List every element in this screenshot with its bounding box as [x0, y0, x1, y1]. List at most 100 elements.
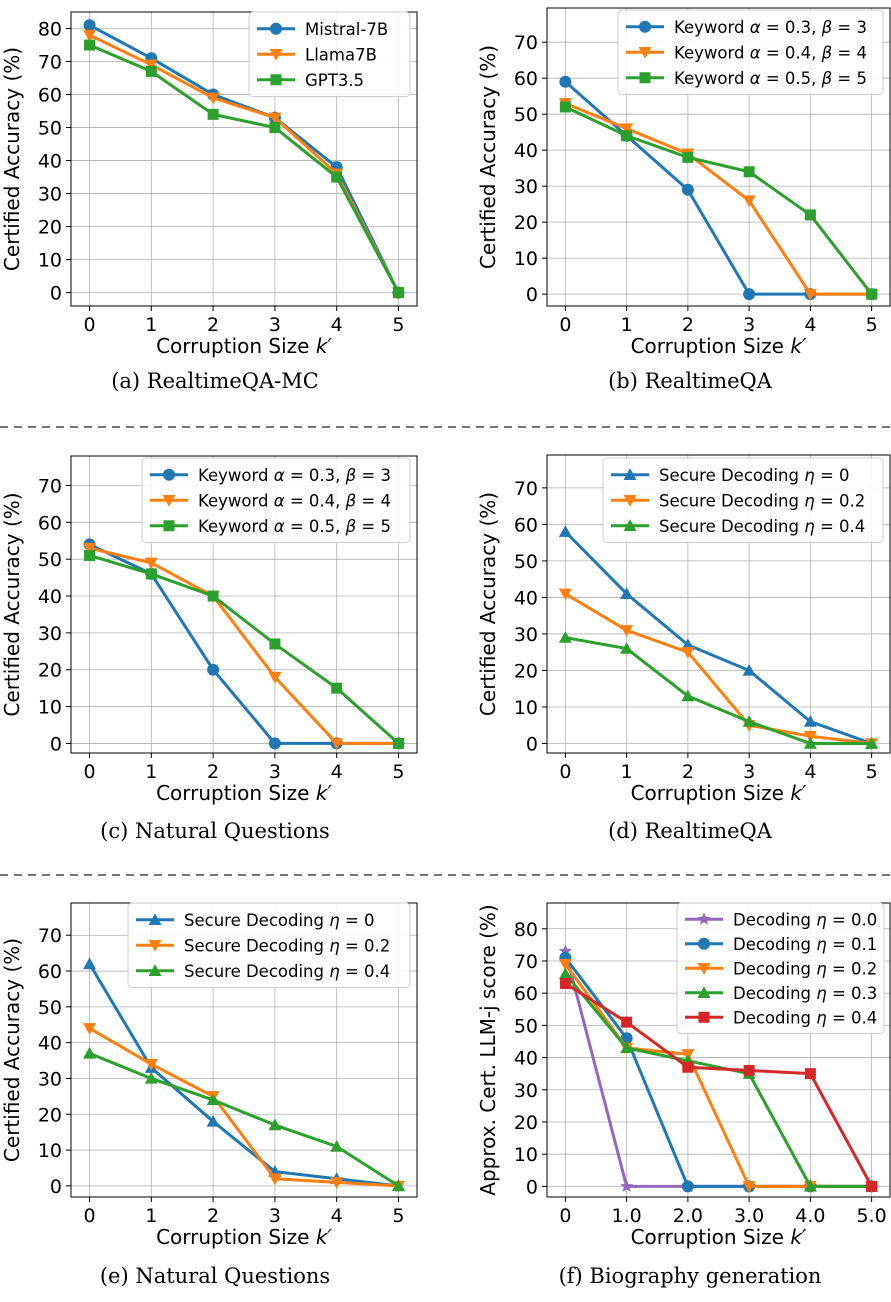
y-tick-label: 30	[514, 1080, 538, 1102]
series-5	[559, 978, 878, 1192]
data-point	[330, 1177, 344, 1189]
series-1	[83, 957, 405, 1192]
data-point	[742, 663, 756, 676]
data-point	[391, 1179, 405, 1192]
y-tick-label: 70	[514, 951, 538, 973]
data-point	[207, 663, 220, 676]
data-point	[84, 39, 96, 51]
data-point	[866, 1180, 878, 1192]
x-tick-label: 5	[866, 761, 878, 783]
legend: Mistral-7B Llama7B GPT3.5	[248, 11, 411, 97]
series-line	[88, 1052, 400, 1188]
x-tick-label: 2	[682, 761, 694, 783]
data-point	[620, 123, 634, 136]
data-point	[559, 101, 571, 113]
x-tick-label: 2	[207, 314, 219, 336]
series-1	[558, 525, 879, 749]
data-point	[207, 108, 219, 120]
data-point	[331, 682, 343, 694]
y-tick-label: 60	[514, 514, 538, 536]
x-tick-label: 2.0	[673, 1205, 703, 1227]
data-point	[268, 737, 281, 750]
data-point	[682, 151, 694, 163]
series-3	[558, 631, 879, 749]
y-tick-label: 60	[38, 512, 62, 534]
y-tick-label: 0	[526, 1176, 538, 1198]
x-tick-label: 3	[269, 1205, 281, 1227]
series-line	[88, 963, 399, 1188]
data-point	[207, 590, 219, 602]
chart-panel-1: 0 10 20 30 40 50 60 70 80 0 1 2 3 4 5 Corruption Size k…	[0, 11, 418, 393]
series-line	[564, 80, 872, 296]
y-tick-label: 70	[38, 52, 62, 74]
data-point	[803, 737, 817, 749]
y-axis-label: Certified Accuracy (%)	[476, 492, 500, 716]
data-point	[865, 737, 879, 749]
legend-marker	[162, 495, 176, 507]
data-point	[206, 92, 220, 105]
plot-frame	[70, 11, 418, 307]
y-tick-label: 70	[514, 478, 538, 500]
legend-label: Mistral-7B	[305, 20, 388, 39]
legend-box	[248, 11, 411, 97]
data-point	[144, 557, 158, 570]
y-axis-label: Certified Accuracy (%)	[476, 45, 500, 269]
legend-label: Keyword α = 0.4, β = 4	[198, 491, 391, 510]
data-point	[84, 549, 96, 561]
chart-panel-2: 0 10 20 30 40 50 60 70 0 1 2 3 4 5 Corruption Size k′ C…	[476, 7, 891, 393]
series-line	[564, 105, 873, 296]
legend-label: Keyword α = 0.5, β = 5	[198, 517, 391, 536]
data-point	[558, 631, 572, 643]
y-tick-label: 80	[38, 19, 62, 41]
data-point	[620, 587, 634, 599]
x-tick-label: 4	[331, 314, 343, 336]
y-tick-label: 20	[514, 1112, 538, 1134]
x-tick-label: 1	[145, 761, 157, 783]
data-point	[558, 944, 573, 957]
y-tick-label: 30	[38, 184, 62, 206]
y-tick-label: 60	[38, 961, 62, 983]
series-1	[83, 538, 405, 750]
data-point	[682, 1061, 694, 1073]
x-tick-label: 0	[83, 314, 95, 336]
legend: Keyword α = 0.3, β = 3 Keyword α = 0.4, β…	[141, 457, 411, 543]
y-tick-label: 20	[514, 660, 538, 682]
y-tick-label: 0	[526, 284, 538, 306]
x-tick-label: 4	[331, 761, 343, 783]
legend-label: Keyword α = 0.3, β = 3	[198, 466, 391, 485]
x-axis-label: Corruption Size k′	[156, 334, 332, 358]
data-point	[392, 737, 404, 749]
series-line	[564, 592, 872, 745]
legend-marker	[638, 47, 652, 59]
x-tick-label: 5	[866, 314, 878, 336]
legend-marker	[639, 20, 651, 33]
legend-marker	[623, 495, 637, 507]
x-tick-label: 4	[331, 1205, 343, 1227]
legend-box	[617, 9, 884, 95]
x-tick-label: 4.0	[795, 1205, 825, 1227]
y-tick-label: 50	[514, 551, 538, 573]
data-point	[268, 112, 282, 125]
y-tick-label: 10	[38, 250, 62, 272]
x-tick-label: 5	[392, 1205, 404, 1227]
y-axis-label: Certified Accuracy (%)	[0, 938, 24, 1162]
x-tick-label: 1	[621, 314, 633, 336]
data-point	[743, 288, 756, 301]
data-point	[558, 967, 572, 980]
y-tick-label: 10	[38, 1140, 62, 1162]
legend: Decoding η = 0.0 Decoding η = 0.1 Decoding…	[676, 902, 885, 1034]
y-tick-label: 70	[514, 32, 538, 54]
legend-label: Decoding η = 0.0	[733, 910, 877, 929]
legend-label: Secure Decoding η = 0.4	[184, 962, 390, 981]
legend-label: Decoding η = 0.4	[733, 1008, 877, 1027]
data-point	[144, 1058, 158, 1071]
data-point	[330, 738, 344, 750]
x-axis-label: Corruption Size k′	[631, 781, 807, 805]
x-tick-label: 3.0	[734, 1205, 764, 1227]
plot-frame	[546, 454, 891, 754]
data-point	[621, 1016, 633, 1028]
data-point	[558, 588, 572, 601]
legend-label: Secure Decoding η = 0	[184, 911, 375, 930]
legend-box	[141, 457, 411, 543]
series-line	[88, 43, 400, 294]
